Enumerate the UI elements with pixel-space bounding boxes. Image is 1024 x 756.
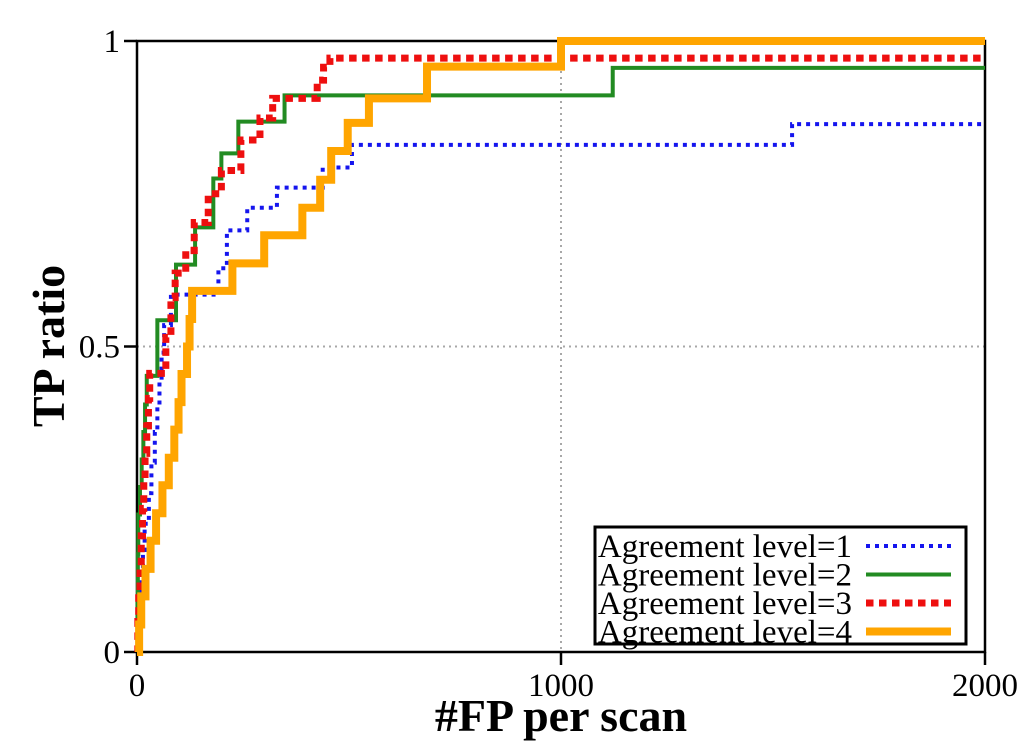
x-tick-label-0: 0 [129,668,146,704]
y-axis-title: TP ratio [23,265,74,427]
legend-label-agreement-level-1: Agreement level=1 [598,529,852,565]
legend-label-agreement-level-3: Agreement level=3 [598,586,852,622]
legend-label-agreement-level-4: Agreement level=4 [598,615,852,651]
y-tick-label-0: 0 [104,635,121,671]
x-axis-title: #FP per scan [435,690,687,741]
series-line-agreement-level-3 [134,54,985,656]
legend-label-agreement-level-2: Agreement level=2 [598,558,852,594]
y-tick-label-1: 1 [104,24,121,60]
series-line-agreement-level-4 [135,37,985,656]
x-tick-label-2000: 2000 [952,668,1018,704]
y-tick-label-0.5: 0.5 [79,330,120,366]
x-tick-label-1000: 1000 [528,668,594,704]
